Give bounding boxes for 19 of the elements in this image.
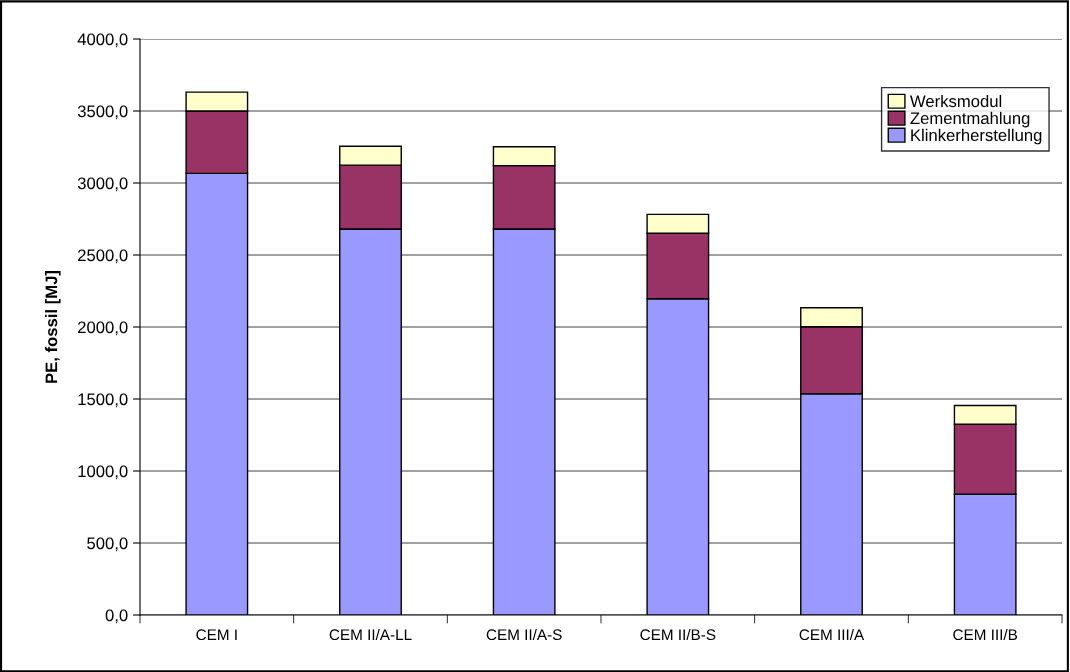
x-tick-label: CEM II/B-S	[640, 628, 716, 641]
legend-label: Klinkerherstellung	[911, 128, 1042, 145]
y-tick-label: 0,0	[105, 609, 128, 624]
y-tick-label: 500,0	[87, 537, 128, 552]
y-tick-label: 1500,0	[78, 393, 128, 408]
y-tick-label: 2500,0	[78, 249, 128, 264]
legend-label: Zementmahlung	[910, 111, 1030, 128]
y-tick-label: 4000,0	[77, 33, 128, 48]
x-tick-label: CEM II/A-S	[486, 628, 562, 641]
x-tick-label: CEM I	[196, 629, 237, 641]
x-tick-label: CEM III/B	[953, 628, 1018, 641]
y-tick-label: 2000,0	[78, 321, 128, 336]
y-tick-label: 3500,0	[77, 105, 128, 120]
legend-label: Werksmodul	[909, 94, 1002, 108]
y-axis-title: PE, fossil [MJ]	[45, 270, 61, 383]
x-tick-label: CEM II/A-LL	[329, 628, 412, 641]
y-tick-label: 3000,0	[77, 177, 128, 192]
x-tick-label: CEM III/A	[799, 628, 865, 641]
y-tick-label: 1000,0	[78, 465, 128, 480]
